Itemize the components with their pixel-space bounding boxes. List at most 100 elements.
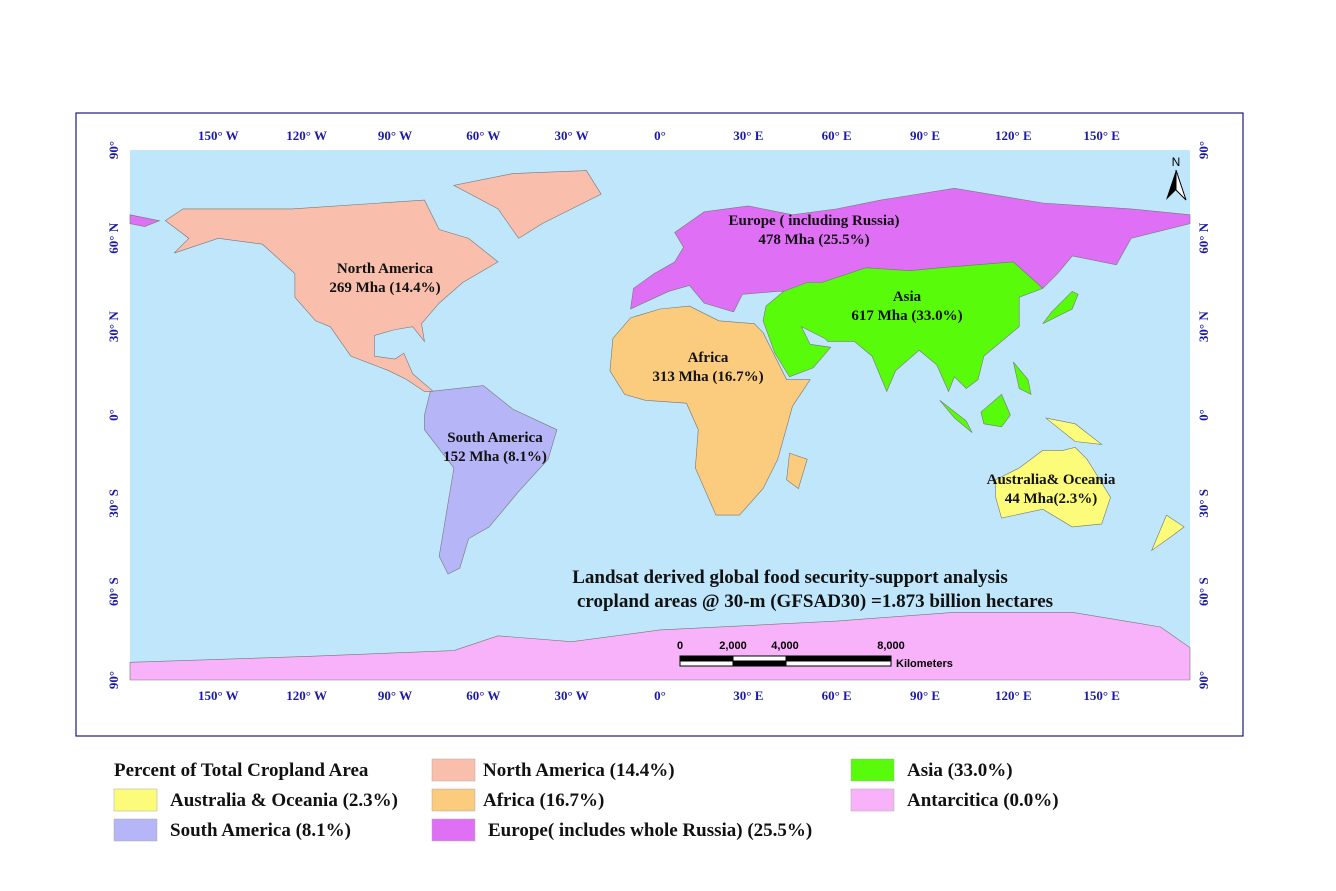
region-name: North America <box>337 261 434 277</box>
region-area: 269 Mha (14.4%) <box>329 280 440 296</box>
north-arrow-label: N <box>1172 155 1181 169</box>
continent <box>164 199 499 392</box>
north-arrow <box>1166 170 1176 200</box>
longitude-label: 60° W <box>466 688 500 703</box>
legend-swatch <box>431 818 476 842</box>
legend-title: Percent of Total Cropland Area <box>114 760 369 781</box>
continent <box>1045 417 1103 445</box>
continent <box>939 400 973 433</box>
latitude-label: 90° <box>1196 671 1211 689</box>
region-name: Asia <box>893 289 922 305</box>
legend-swatch <box>850 758 895 782</box>
region-area: 44 Mha(2.3%) <box>1005 491 1098 507</box>
latitude-label: 30° N <box>1196 311 1211 342</box>
legend-swatch <box>850 788 895 812</box>
latitude-label: 30° N <box>106 311 121 342</box>
legend-label: Australia & Oceania (2.3%) <box>170 790 398 811</box>
longitude-label: 120° W <box>286 128 327 143</box>
latitude-label: 60° N <box>1196 222 1211 253</box>
latitude-label: 90° <box>1196 141 1211 159</box>
latitude-label: 60° N <box>106 222 121 253</box>
latitude-label: 0° <box>1196 409 1211 421</box>
continent <box>1013 361 1032 395</box>
continent <box>453 170 602 239</box>
continent <box>609 305 811 516</box>
region-name: Australia& Oceania <box>987 472 1116 488</box>
longitude-label: 60° E <box>822 688 852 703</box>
longitude-label: 30° W <box>555 688 589 703</box>
region-area: 152 Mha (8.1%) <box>443 449 547 465</box>
legend: Percent of Total Cropland Area Australia … <box>113 758 1059 842</box>
legend-label: Asia (33.0%) <box>907 760 1013 781</box>
legend-swatch <box>113 818 158 842</box>
latitude-label: 30° S <box>1196 489 1211 518</box>
legend-label: Europe( includes whole Russia) (25.5%) <box>488 820 812 841</box>
map-title: Landsat derived global food security-sup… <box>572 567 1007 588</box>
legend-label: North America (14.4%) <box>483 760 675 781</box>
longitude-label: 60° W <box>466 128 500 143</box>
longitude-label: 90° E <box>910 688 940 703</box>
latitude-label: 90° <box>106 141 121 159</box>
latitude-label: 60° S <box>106 577 121 606</box>
longitude-label: 90° E <box>910 128 940 143</box>
legend-label: Antarcitica (0.0%) <box>907 790 1059 811</box>
latitude-label: 60° S <box>1196 577 1211 606</box>
continent <box>980 393 1011 428</box>
longitude-label: 120° E <box>995 128 1032 143</box>
scale-bar-segment <box>732 660 787 667</box>
continent <box>129 214 161 227</box>
labels: 150° W 150° W 120° W 120° W 90° W 90° W 60° W 6… <box>106 128 1211 703</box>
longitude-label: 150° W <box>198 128 239 143</box>
longitude-label: 30° E <box>733 128 763 143</box>
scale-bar-segment <box>785 660 892 667</box>
longitude-label: 0° <box>654 128 666 143</box>
region-name: Europe ( including Russia) <box>728 213 899 229</box>
legend-swatch <box>431 758 476 782</box>
longitude-label: 120° W <box>286 688 327 703</box>
continent <box>1151 514 1185 552</box>
legend-label: Africa (16.7%) <box>483 790 604 811</box>
longitude-label: 120° E <box>995 688 1032 703</box>
longitude-label: 150° W <box>198 688 239 703</box>
continent <box>786 452 808 490</box>
region-area: 313 Mha (16.7%) <box>652 369 763 385</box>
scale-bar-label: 0 <box>677 640 683 652</box>
longitude-label: 150° E <box>1083 128 1120 143</box>
continent <box>129 611 1191 681</box>
scale-bar-segment <box>679 655 734 662</box>
legend-swatch <box>113 788 158 812</box>
scale-bar-label: 2,000 <box>719 640 747 652</box>
legend-swatch <box>431 788 476 812</box>
map-frame <box>75 112 1244 737</box>
longitude-label: 150° E <box>1083 688 1120 703</box>
longitude-label: 90° W <box>378 128 412 143</box>
scale-bar-label: 8,000 <box>877 640 905 652</box>
scale-bar-segment <box>679 660 734 667</box>
scale-bar-label: 4,000 <box>771 640 799 652</box>
region-area: 478 Mha (25.5%) <box>758 232 869 248</box>
longitude-label: 90° W <box>378 688 412 703</box>
land <box>129 170 1191 681</box>
longitude-label: 30° W <box>555 128 589 143</box>
longitude-label: 0° <box>654 688 666 703</box>
continent <box>424 385 558 575</box>
latitude-label: 0° <box>106 409 121 421</box>
map-title: cropland areas @ 30-m (GFSAD30) =1.873 b… <box>577 591 1053 612</box>
north-arrow <box>1175 169 1187 201</box>
continent <box>762 261 1044 393</box>
longitude-label: 60° E <box>822 128 852 143</box>
scale-bar-segment <box>732 655 787 662</box>
region-name: South America <box>447 430 543 446</box>
longitude-label: 30° E <box>733 688 763 703</box>
region-area: 617 Mha (33.0%) <box>851 308 962 324</box>
scale-bar-segment <box>785 655 892 662</box>
continent <box>1042 290 1079 324</box>
continent <box>630 187 1191 313</box>
legend-label: South America (8.1%) <box>170 820 351 841</box>
region-name: Africa <box>688 350 729 366</box>
latitude-label: 30° S <box>106 489 121 518</box>
continent <box>995 447 1111 528</box>
scale-bar-unit: Kilometers <box>896 658 953 670</box>
latitude-label: 90° <box>106 671 121 689</box>
